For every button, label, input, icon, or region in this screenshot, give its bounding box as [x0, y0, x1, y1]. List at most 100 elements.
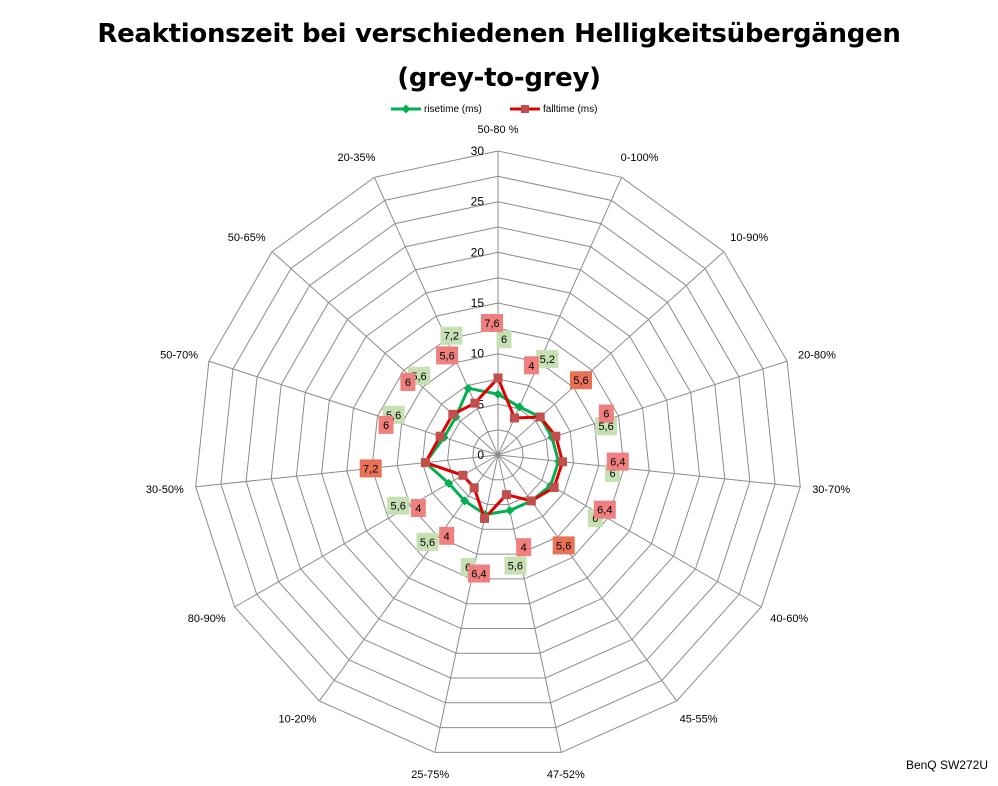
r-tick-label: 25: [471, 195, 485, 209]
grid-spoke: [497, 454, 678, 702]
data-label: 5,6: [508, 561, 523, 573]
data-label: 7,6: [484, 318, 499, 330]
grid-spoke: [497, 454, 801, 488]
category-label: 50-70%: [160, 349, 198, 361]
data-label-box: [536, 350, 559, 369]
data-label-box: [504, 556, 527, 575]
grid-ring: [270, 226, 726, 679]
series-point-fall: [501, 490, 511, 500]
data-label-box: [606, 452, 629, 471]
data-label: 5,6: [420, 537, 435, 549]
data-label: 4: [521, 542, 527, 554]
r-tick-label: 30: [471, 144, 485, 158]
series-point-rise: [514, 402, 524, 412]
r-tick-label: 0: [477, 448, 484, 462]
grid-ring: [220, 175, 776, 729]
category-label: 40-60%: [770, 613, 808, 625]
grid-spoke: [271, 251, 499, 456]
data-label: 5,6: [439, 350, 454, 362]
data-label: 6: [609, 468, 615, 480]
grid-ring: [371, 327, 625, 580]
data-label-box: [552, 536, 575, 555]
grid-ring: [346, 302, 650, 605]
series-point-fall: [493, 373, 503, 383]
data-label: 7,2: [363, 463, 378, 475]
series-point-fall: [526, 496, 536, 506]
legend-label-risetime: risetime (ms): [424, 103, 482, 115]
category-label: 80-90%: [188, 613, 226, 625]
series-point-fall: [480, 513, 490, 523]
credit-text: BenQ SW272U: [905, 758, 988, 772]
grid-spoke: [497, 360, 788, 456]
data-label-box: [593, 500, 616, 519]
grid-ring: [396, 353, 600, 555]
legend: risetime (ms) falltime (ms): [0, 101, 998, 119]
grid-spoke: [497, 454, 762, 608]
data-label: 5,2: [540, 354, 555, 366]
grid-ring: [421, 378, 575, 530]
data-label-box: [436, 346, 459, 365]
grid-spoke: [195, 454, 499, 488]
series-line: [423, 386, 561, 517]
category-label: 0-100%: [621, 152, 659, 164]
data-label-box: [496, 330, 512, 349]
grid-ring: [195, 150, 801, 753]
series-point-fall: [557, 457, 567, 467]
grid-ring: [321, 277, 675, 629]
grid-ring: [472, 429, 524, 481]
data-label: 6,4: [597, 505, 612, 517]
series-point-fall: [469, 483, 479, 493]
radar-series: [420, 373, 567, 523]
data-label: 6,4: [610, 457, 625, 469]
data-label: 6,4: [471, 569, 486, 581]
data-label: 5,6: [573, 375, 588, 387]
data-label-box: [440, 326, 463, 345]
data-label: 4: [415, 503, 421, 515]
series-point-rise: [493, 389, 503, 399]
series-point-fall: [458, 470, 468, 480]
data-label-box: [416, 532, 439, 551]
data-label: 4: [528, 360, 534, 372]
category-label: 10-20%: [278, 714, 316, 726]
legend-item-risetime: risetime (ms): [391, 101, 482, 117]
data-label: 4: [444, 531, 450, 543]
series-point-fall: [470, 398, 480, 408]
grid-ring: [295, 251, 701, 654]
data-label: 7,2: [444, 331, 459, 343]
series-line: [423, 375, 565, 522]
r-tick-label: 5: [477, 397, 484, 411]
grid-spoke: [497, 251, 725, 456]
grid-spoke: [318, 454, 499, 702]
series-point-rise: [505, 506, 515, 516]
grid-ring: [245, 201, 751, 704]
data-label: 6: [603, 409, 609, 421]
series-point-fall: [549, 482, 559, 492]
category-label: 20-80%: [798, 349, 836, 361]
grid-spoke: [234, 454, 499, 608]
data-label-box: [516, 538, 532, 557]
series-point-fall: [420, 458, 430, 468]
chart-title-line-2: (grey-to-grey): [397, 63, 601, 93]
grid-spoke: [373, 177, 499, 456]
series-point-fall: [551, 431, 561, 441]
category-label: 10-90%: [730, 232, 768, 244]
data-label: 6: [405, 377, 411, 389]
legend-item-falltime: falltime (ms): [510, 101, 597, 117]
data-label: 6: [592, 513, 598, 525]
data-label-box: [481, 314, 503, 332]
series-point-fall: [435, 431, 445, 441]
data-label-box: [378, 415, 394, 434]
legend-marker-falltime: [510, 105, 540, 113]
r-tick-label: 10: [471, 347, 485, 361]
grid-spoke: [497, 454, 562, 753]
series-point-rise: [444, 478, 454, 488]
chart-title: Reaktionszeit bei verschiedenen Helligke…: [0, 12, 998, 100]
data-label-box: [410, 499, 426, 517]
category-label: 50-80 %: [478, 124, 519, 136]
category-labels: 50-80 % 0-100% 10-90% 20-80% 30-70% 40-60% 45-…: [146, 124, 850, 781]
series-point-fall: [509, 413, 519, 423]
legend-marker-risetime: [391, 104, 421, 114]
data-label-box: [387, 496, 410, 515]
series-point-rise: [463, 383, 473, 393]
legend-label-falltime: falltime (ms): [543, 103, 598, 115]
